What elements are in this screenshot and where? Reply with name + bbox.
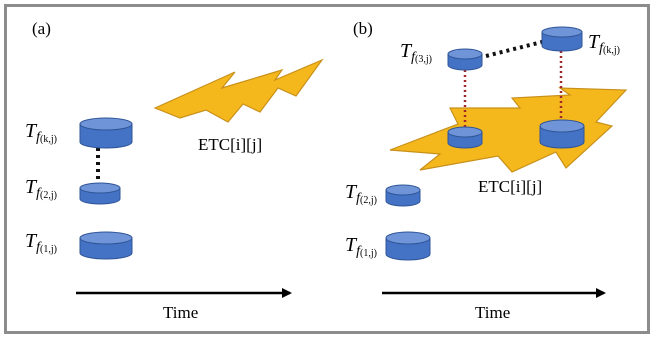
- panel-a: (a) ETC[i][j] Tf(k,j) Tf(2,j) Tf(1,j): [25, 19, 324, 322]
- task-label-2-b: Tf(2,j): [345, 181, 377, 206]
- task-cylinder-2-a: [79, 182, 121, 205]
- task-label-1-b: Tf(1,j): [345, 234, 377, 259]
- task-cylinder-1-b: [385, 231, 431, 261]
- task-cylinder-k-b: [541, 26, 583, 52]
- cloud-label-a: ETC[i][j]: [198, 135, 262, 154]
- task-label-k-b: Tf(k,j): [588, 31, 620, 56]
- lightning-cloud-a: [153, 58, 324, 123]
- time-label-a: Time: [163, 303, 198, 322]
- cloud-label-b: ETC[i][j]: [478, 177, 542, 196]
- figure-frame: [4, 4, 650, 334]
- task-cylinder-3-b: [447, 48, 483, 71]
- panel-b-label: (b): [353, 19, 373, 38]
- task-label-3-b: Tf(3,j): [400, 40, 432, 65]
- task-label-1-a: Tf(1,j): [25, 230, 57, 255]
- time-label-b: Time: [475, 303, 510, 322]
- panel-b: (b) ETC[i][j] Tf(3,j) Tf(k,j): [345, 19, 628, 322]
- task-cylinder-k-a: [79, 117, 133, 149]
- lightning-cloud-b: [389, 87, 628, 173]
- projected-cylinder-right-b: [539, 119, 585, 149]
- task-label-k-a: Tf(k,j): [25, 120, 57, 145]
- panel-a-label: (a): [32, 19, 51, 38]
- task-label-2-a: Tf(2,j): [25, 176, 57, 201]
- task-cylinder-2-b: [385, 184, 421, 207]
- task-cylinder-1-a: [79, 231, 133, 260]
- link-dotted-b: [485, 40, 543, 58]
- projected-cylinder-left-b: [447, 126, 483, 149]
